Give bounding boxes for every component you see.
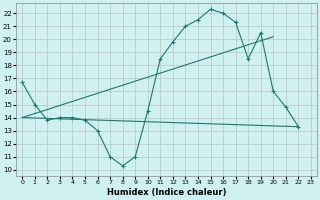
X-axis label: Humidex (Indice chaleur): Humidex (Indice chaleur) bbox=[107, 188, 226, 197]
